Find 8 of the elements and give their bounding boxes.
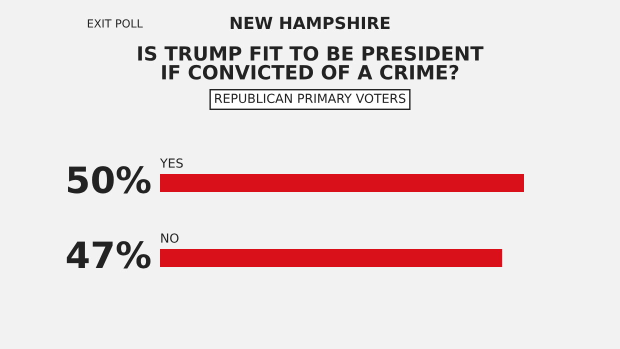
data-label: 47% — [66, 241, 151, 268]
text: EXIT POLL — [88, 19, 143, 28]
data-label: 50% — [68, 166, 151, 194]
chart-title: IS TRUMP FIT TO BE PRESIDENT IF CONVICTED OF A CRIME? — [138, 46, 484, 80]
text: NEW HAMPSHIRE — [230, 16, 390, 30]
chart-subtitle: REPUBLICAN PRIMARY VOTERS — [215, 94, 406, 104]
y-tick-label: NO — [161, 233, 179, 243]
y-tick-label: YES — [160, 158, 183, 168]
